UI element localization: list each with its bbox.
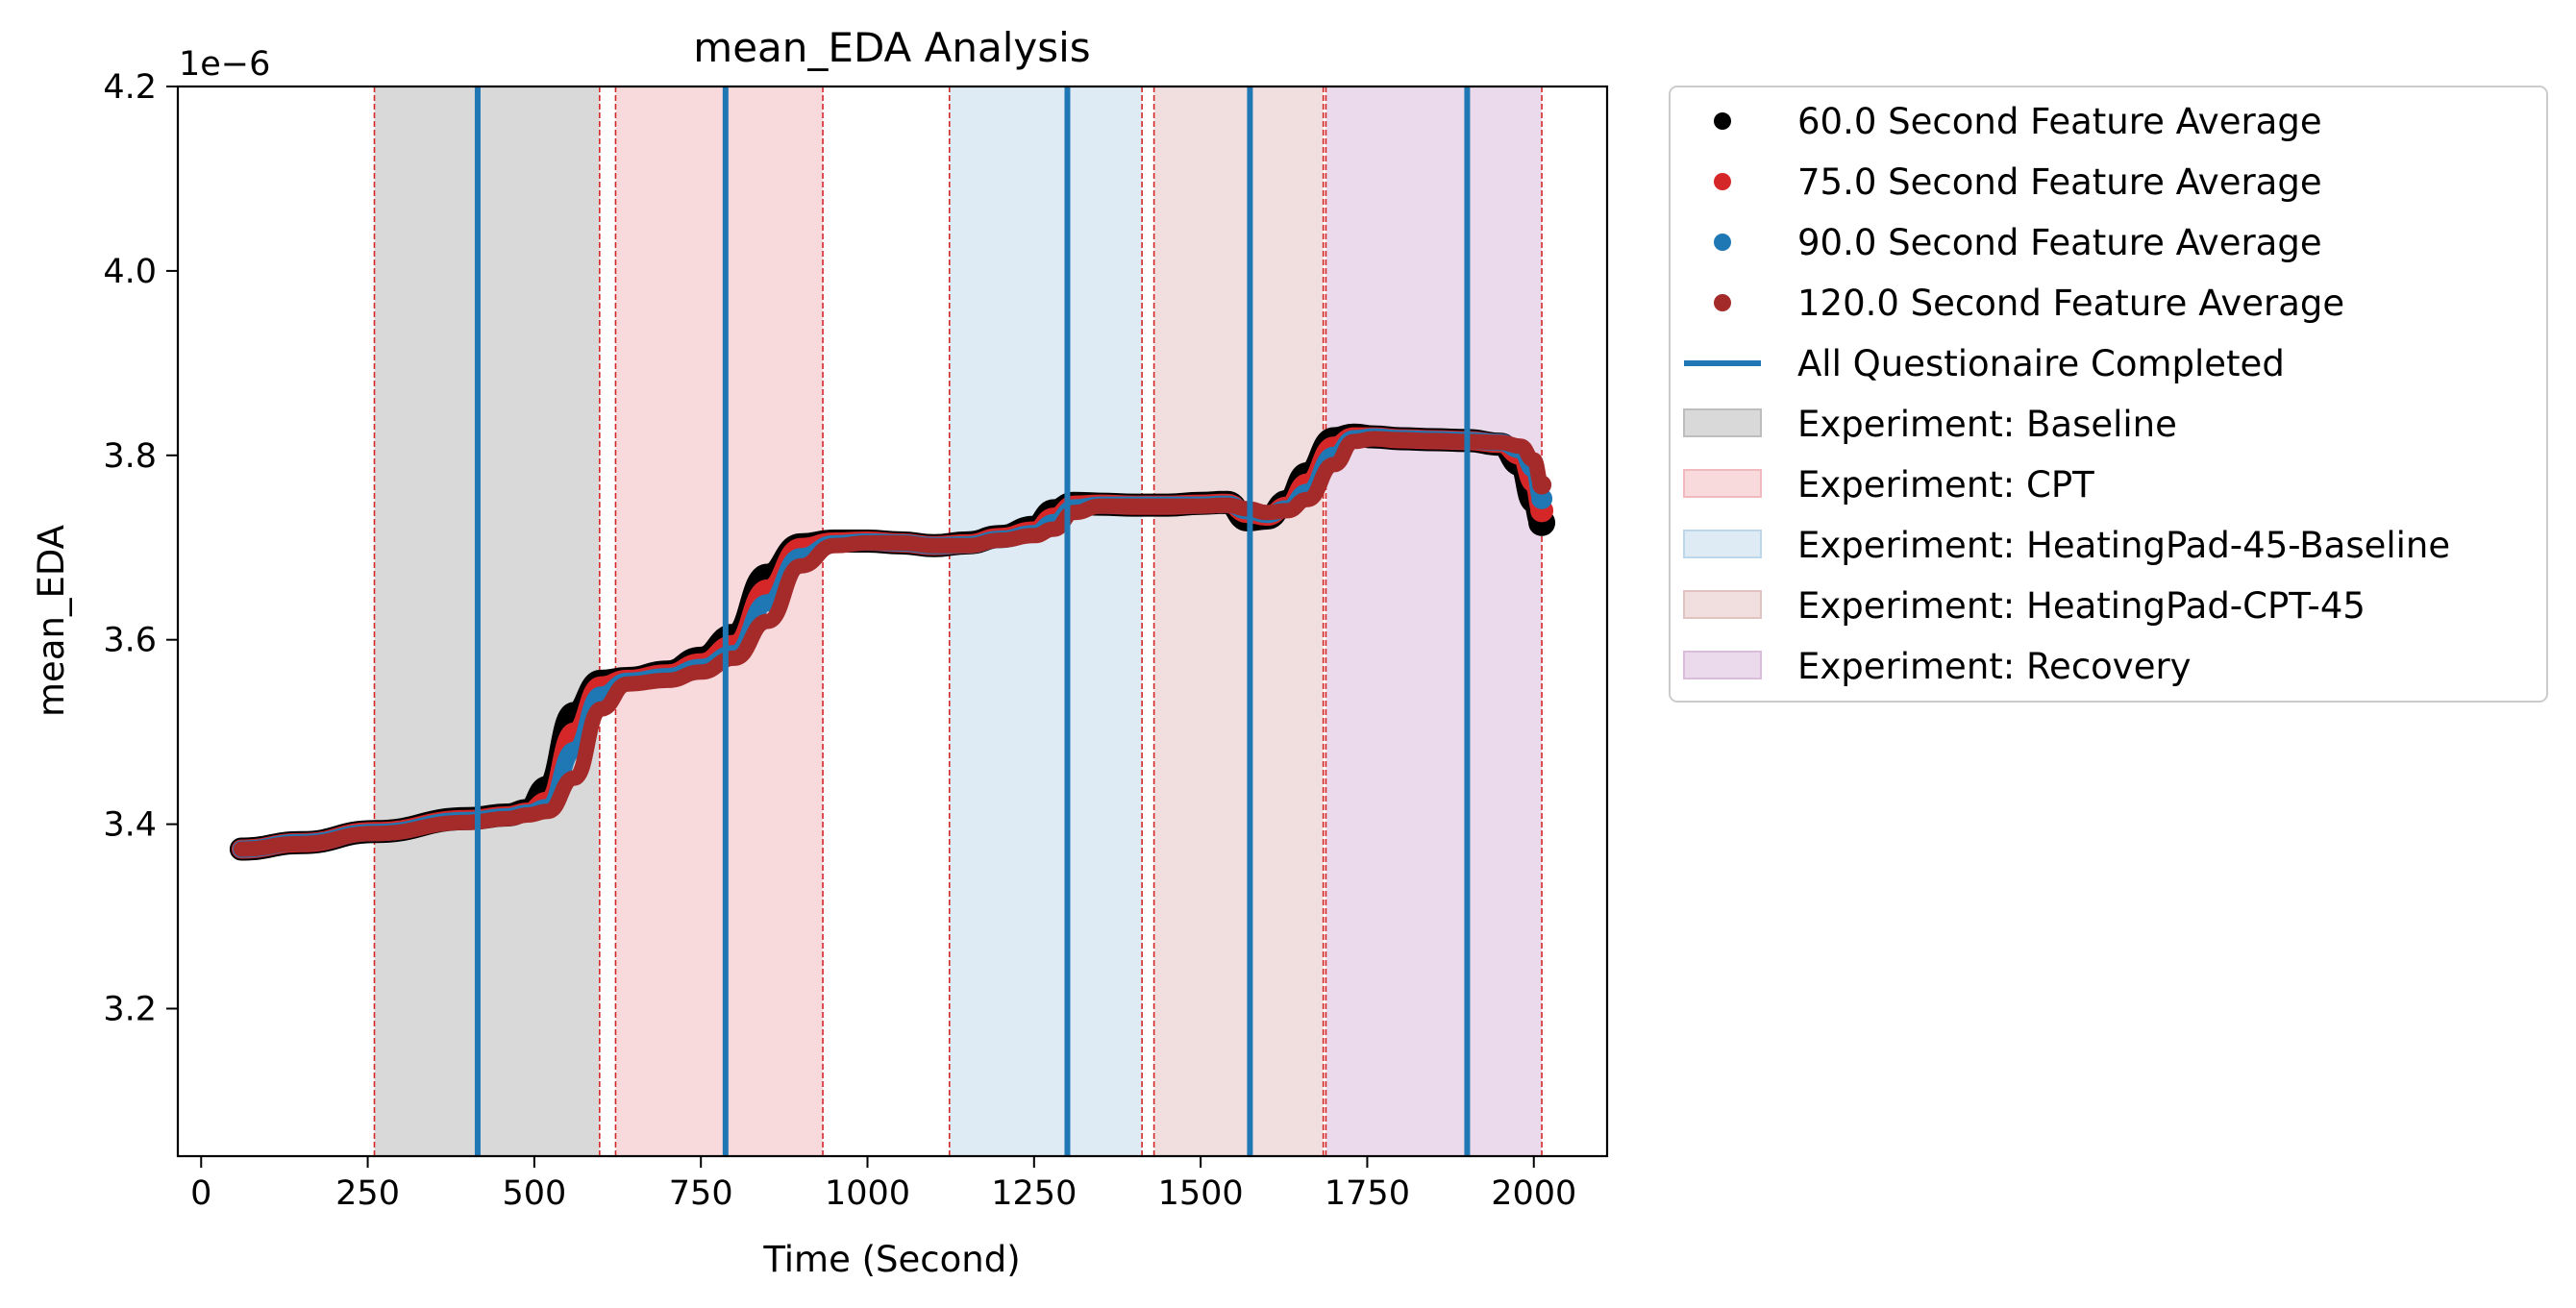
x-tick-label-5: 1250: [991, 1174, 1077, 1213]
shaded-region-1: [615, 86, 824, 1156]
legend: 60.0 Second Feature Average 75.0 Second F…: [1669, 86, 2548, 703]
shaded-region-0: [374, 86, 600, 1156]
y-axis-ticks: 3.2 3.4 3.6 3.8 4.0 4.2: [103, 68, 178, 1028]
legend-label-9: Experiment: Recovery: [1797, 646, 2192, 687]
legend-item-7: Experiment: HeatingPad-45-Baseline: [1683, 525, 2450, 566]
shaded-region-4: [1325, 86, 1543, 1156]
legend-marker-7: [1683, 530, 1762, 558]
legend-label-1: 75.0 Second Feature Average: [1797, 161, 2322, 203]
legend-marker-5: [1683, 408, 1762, 437]
legend-item-8: Experiment: HeatingPad-CPT-45: [1683, 585, 2365, 627]
questionnaire-lines: [474, 86, 1471, 1156]
legend-label-6: Experiment: CPT: [1797, 464, 2094, 506]
y-tick-label-2: 3.6: [103, 622, 157, 660]
legend-item-2: 90.0 Second Feature Average: [1714, 222, 2322, 263]
legend-label-5: Experiment: Baseline: [1797, 404, 2177, 445]
legend-label-3: 120.0 Second Feature Average: [1797, 283, 2344, 324]
y-axis-label: mean_EDA: [31, 525, 72, 717]
region-boundaries: [373, 86, 1543, 1156]
legend-marker-0: [1714, 112, 1731, 130]
x-tick-label-7: 1750: [1325, 1174, 1410, 1213]
legend-marker-8: [1683, 590, 1762, 619]
x-tick-label-1: 250: [335, 1174, 400, 1213]
y-tick-label-4: 4.0: [103, 253, 157, 291]
legend-marker-2: [1714, 234, 1731, 251]
legend-marker-9: [1683, 651, 1762, 679]
shaded-region-3: [1153, 86, 1324, 1156]
legend-marker-6: [1683, 469, 1762, 498]
x-axis-label: Time (Second): [762, 1239, 1020, 1280]
legend-item-4: All Questionaire Completed: [1684, 343, 2285, 384]
legend-label-0: 60.0 Second Feature Average: [1797, 101, 2322, 142]
x-tick-label-2: 500: [502, 1174, 566, 1213]
x-tick-label-0: 0: [190, 1174, 211, 1213]
legend-item-6: Experiment: CPT: [1683, 464, 2094, 506]
y-tick-label-5: 4.2: [103, 68, 157, 107]
chart-title: mean_EDA Analysis: [693, 24, 1090, 71]
legend-marker-3: [1714, 294, 1731, 311]
legend-item-9: Experiment: Recovery: [1683, 646, 2192, 687]
legend-item-0: 60.0 Second Feature Average: [1714, 101, 2322, 142]
x-tick-label-3: 750: [669, 1174, 733, 1213]
legend-item-1: 75.0 Second Feature Average: [1714, 161, 2322, 203]
legend-marker-1: [1714, 173, 1731, 190]
legend-label-8: Experiment: HeatingPad-CPT-45: [1797, 585, 2365, 627]
legend-items: 60.0 Second Feature Average 75.0 Second F…: [1683, 101, 2450, 687]
y-tick-label-1: 3.4: [103, 806, 157, 845]
y-axis-offset-label: 1e−6: [179, 45, 270, 84]
legend-item-5: Experiment: Baseline: [1683, 404, 2177, 445]
y-tick-label-0: 3.2: [103, 990, 157, 1028]
y-tick-label-3: 3.8: [103, 437, 157, 476]
legend-label-4: All Questionaire Completed: [1797, 343, 2285, 384]
series-end-point-3: [1532, 475, 1552, 495]
x-tick-label-8: 2000: [1491, 1174, 1576, 1213]
x-axis-ticks: 0 250 500 750 1000 1250 1500 1750 2000: [190, 1156, 1576, 1213]
legend-frame: [1669, 86, 2548, 703]
series-end-point-2: [1531, 487, 1553, 509]
x-tick-label-4: 1000: [825, 1174, 910, 1213]
series-layer: [229, 423, 1556, 861]
legend-label-2: 90.0 Second Feature Average: [1797, 222, 2322, 263]
legend-label-7: Experiment: HeatingPad-45-Baseline: [1797, 525, 2450, 566]
legend-item-3: 120.0 Second Feature Average: [1714, 283, 2344, 324]
shaded-regions: [374, 86, 1543, 1156]
series-line-3: [233, 431, 1550, 857]
shaded-region-2: [949, 86, 1143, 1156]
axes-frame: [176, 85, 1609, 1158]
plot-area: [229, 86, 1556, 1156]
x-tick-label-6: 1500: [1158, 1174, 1244, 1213]
